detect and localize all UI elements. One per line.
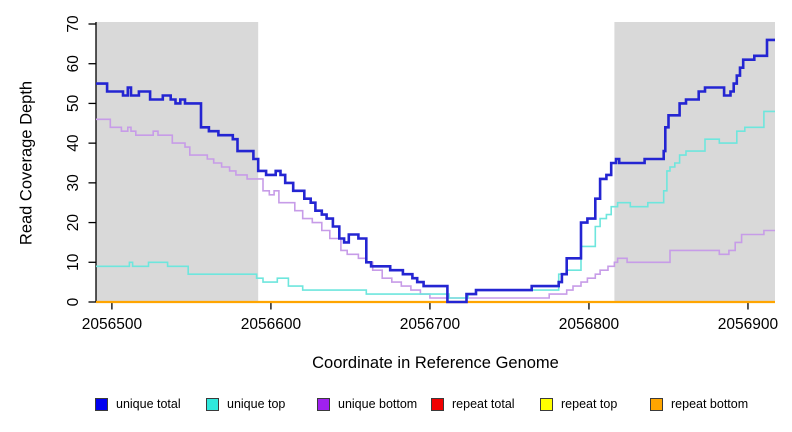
- legend-label-unique-total: unique total: [116, 397, 181, 411]
- legend-swatch-unique-total: [95, 397, 108, 411]
- legend-label-repeat-total: repeat total: [452, 397, 515, 411]
- x-tick-label: 2056600: [241, 316, 302, 333]
- legend-item-unique-top: unique top: [206, 397, 285, 411]
- x-tick-label: 2056900: [718, 316, 779, 333]
- legend-label-unique-top: unique top: [227, 397, 286, 411]
- series-line-unique-total: [96, 38, 775, 304]
- y-tick-label: 40: [65, 134, 82, 152]
- legend-item-repeat-top: repeat top: [540, 397, 617, 411]
- y-tick-label: 20: [65, 214, 82, 232]
- legend-swatch-repeat-top: [540, 397, 553, 411]
- x-tick-label: 2056500: [82, 316, 143, 333]
- x-tick-label: 2056800: [559, 316, 620, 333]
- legend-item-unique-total: unique total: [95, 397, 181, 411]
- series-line-unique-top: [96, 110, 775, 299]
- legend-item-repeat-bottom: repeat bottom: [650, 397, 748, 411]
- legend-item-repeat-total: repeat total: [431, 397, 515, 411]
- legend-item-unique-bottom: unique bottom: [317, 397, 417, 411]
- legend-label-repeat-bottom: repeat bottom: [671, 397, 749, 411]
- legend-label-repeat-top: repeat top: [561, 397, 618, 411]
- legend-swatch-repeat-bottom: [650, 397, 663, 411]
- y-tick-label: 50: [65, 94, 82, 112]
- coverage-plot: 0 10 20 30 40 50 60 70 2056500 2056600 2056700 2056…: [65, 15, 779, 333]
- y-tick-label: 10: [65, 253, 82, 271]
- legend-swatch-repeat-total: [431, 397, 444, 411]
- x-tick-label: 2056700: [400, 316, 461, 333]
- series-line-unique-bottom: [96, 118, 775, 299]
- legend-label-unique-bottom: unique bottom: [338, 397, 418, 411]
- x-axis-title: Coordinate in Reference Genome: [312, 354, 559, 372]
- y-tick-label: 30: [65, 174, 82, 192]
- y-tick-label: 70: [65, 15, 82, 33]
- shaded-region: [96, 22, 259, 302]
- legend-swatch-unique-top: [206, 397, 219, 411]
- y-tick-label: 60: [65, 55, 82, 73]
- y-tick-label: 0: [65, 297, 82, 306]
- legend-swatch-unique-bottom: [317, 397, 330, 411]
- y-axis-title: Read Coverage Depth: [17, 80, 36, 246]
